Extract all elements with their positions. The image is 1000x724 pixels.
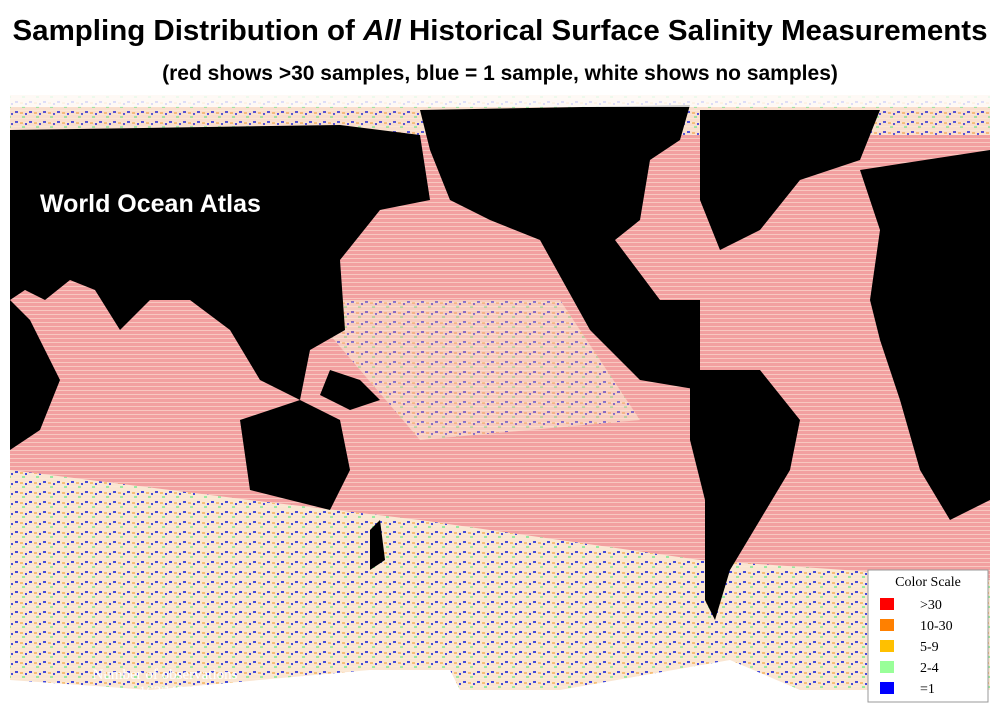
north-america [420,105,700,390]
legend-label: 5-9 [920,640,939,655]
legend-box [867,569,989,703]
europe-africa [860,150,990,520]
legend-swatch [880,640,894,652]
legend-label: 10-30 [920,619,953,634]
new-guinea [320,370,380,410]
legend-label: =1 [920,682,935,697]
title-part: Sampling Distribution of [13,15,364,47]
legend-swatch [880,619,894,631]
pacific-sparse [300,300,640,440]
ice-shelf [370,670,460,692]
antarctica [10,660,990,715]
subtitle: (red shows >30 samples, blue = 1 sample,… [162,62,838,85]
legend-title: Color Scale [895,575,961,590]
observations-count: 1637454 [139,684,192,700]
title-part: All [362,15,402,47]
legend: Color Scale >30 10-30 5-9 2-4 =1 [867,569,989,703]
legend-swatch [880,682,894,694]
australia [240,400,350,510]
eurasia [10,125,430,400]
new-zealand [370,520,385,570]
map: World Ocean Atlas Number of observations… [10,95,990,715]
greenland-canada [700,110,880,250]
south-america [690,370,800,620]
legend-swatch [880,598,894,610]
legend-label: 2-4 [920,661,939,676]
arctic-white [10,95,990,107]
title: Sampling Distribution of All Historical … [13,15,988,47]
map-label: World Ocean Atlas [40,190,261,218]
legend-label: >30 [920,598,942,613]
legend-swatch [880,661,894,673]
observations-label: Number of observations [93,667,238,683]
southern-ocean [10,470,990,715]
title-part: Historical Surface Salinity Measurements [401,15,988,47]
africa-west [10,300,60,450]
